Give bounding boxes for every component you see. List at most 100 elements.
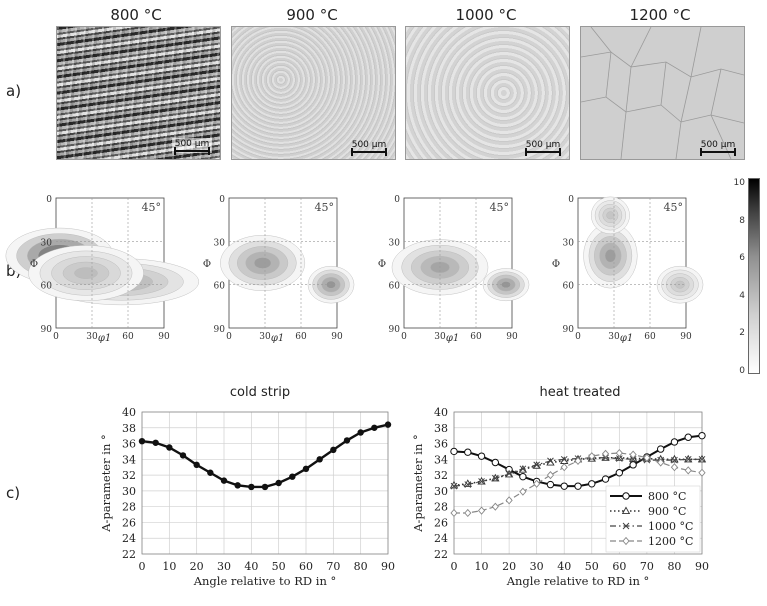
series-3-point: [657, 458, 665, 467]
temp-label-800: 800 °C: [110, 6, 162, 24]
series-0-point: [275, 479, 282, 487]
odf-x-tick: 90: [331, 332, 343, 342]
y-tick-label: 26: [122, 516, 136, 529]
x-tick-label: 50: [272, 560, 286, 573]
odf-x-tick: 0: [401, 332, 407, 342]
series-0-point: [546, 480, 555, 489]
odf-y-label: Φ: [203, 259, 211, 270]
legend-marker: [622, 492, 630, 500]
series-3-point: [588, 452, 596, 461]
y-tick-label: 40: [122, 406, 136, 419]
temp-label-1000: 1000 °C: [455, 6, 517, 24]
series-3-point: [477, 506, 486, 515]
series-0-point: [330, 446, 337, 454]
series-3-point: [533, 479, 541, 488]
odf-panel-1: 45° 0 0 30 30 60 60 90 90 Φφ1: [5, 195, 200, 344]
series-3-point: [464, 508, 472, 518]
odf-y-tick: 30: [563, 238, 575, 248]
series-0-point: [138, 437, 146, 445]
micrograph-900: 500 µm: [231, 26, 396, 160]
series-3-point: [670, 463, 679, 472]
odf-y-tick: 0: [46, 195, 52, 205]
series-2-point: [533, 461, 541, 469]
odf-y-tick: 90: [389, 325, 401, 335]
x-tick-label: 60: [299, 560, 313, 573]
odf-y-label: Φ: [30, 259, 38, 270]
series-0-point: [560, 482, 568, 490]
y-axis-label: A-parameter in °: [411, 434, 425, 533]
series-0-point: [450, 447, 458, 456]
series-0-point: [289, 473, 296, 480]
a-parameter-charts: 22 24 26 28 30 32 34 36 38 40 0 10 20 30 40 50 60 70 80 90 A…: [99, 406, 709, 588]
series-2-point: [464, 481, 472, 488]
series-2-point: [547, 457, 554, 465]
series-0-point: [193, 461, 200, 469]
scale-bar-1000: 500 µm: [525, 140, 561, 156]
odf-x-label: φ1: [98, 333, 111, 344]
x-tick-label: 40: [244, 560, 258, 573]
series-3-point: [560, 463, 568, 472]
odf-x-tick: 60: [644, 332, 656, 342]
odf-x-tick: 0: [53, 332, 59, 342]
series-1-point: [449, 480, 459, 489]
odf-contour-0-1: [604, 249, 616, 263]
odf-contour-2-1: [74, 267, 98, 279]
x-axis-label: Angle relative to RD in °: [506, 574, 650, 588]
odf-x-label: φ1: [446, 333, 459, 344]
colorbar-tick: 4: [739, 290, 745, 301]
series-2-point: [671, 456, 678, 464]
series-0-point: [615, 469, 624, 477]
legend-marker: [622, 536, 630, 546]
odf-y-tick: 0: [394, 195, 400, 205]
y-tick-label: 36: [122, 438, 136, 451]
series-3-point: [450, 508, 458, 518]
series-2-point: [450, 482, 458, 490]
y-tick-label: 40: [434, 406, 448, 419]
series-0-point: [152, 439, 159, 446]
y-tick-label: 36: [434, 438, 448, 451]
series-2-point: [698, 455, 706, 463]
y-tick-label: 34: [434, 453, 448, 466]
odf-y-tick: 90: [563, 325, 575, 335]
odf-y-tick: 0: [219, 195, 225, 205]
odf-x-tick: 30: [434, 332, 446, 342]
grain-boundaries: [581, 27, 744, 159]
series-0-point: [656, 445, 665, 453]
plot-frame: [141, 411, 389, 555]
series-0-point: [166, 444, 173, 451]
y-tick-label: 22: [122, 548, 136, 561]
odf-contour-0-1: [253, 257, 272, 269]
odf-x-tick: 60: [470, 332, 482, 342]
micrograph-800: 500 µm: [56, 26, 221, 160]
series-0-point: [234, 482, 241, 489]
odf-y-label: Φ: [378, 259, 386, 270]
odf-x-tick: 90: [680, 332, 692, 342]
odf-contour-1-1: [606, 211, 615, 220]
x-tick-label: 20: [502, 560, 516, 573]
y-axis-label: A-parameter in °: [99, 434, 113, 533]
series-0-point: [477, 452, 486, 460]
odf-x-tick: 0: [575, 332, 581, 342]
colorbar-tick: 2: [739, 328, 745, 339]
scale-bar-1200: 500 µm: [700, 140, 736, 156]
y-tick-label: 24: [122, 532, 136, 545]
series-1-point: [560, 456, 569, 464]
legend-marker: [621, 506, 631, 515]
y-tick-label: 30: [434, 485, 448, 498]
odf-section-label: 45°: [315, 201, 335, 214]
series-0-point: [302, 465, 310, 472]
x-tick-label: 30: [217, 560, 231, 573]
series-0-point: [464, 448, 472, 456]
x-tick-label: 80: [667, 560, 681, 573]
y-tick-label: 28: [122, 501, 136, 514]
row-label-c: c): [6, 484, 21, 502]
odf-contours: [5, 227, 200, 306]
odf-y-tick: 30: [41, 238, 53, 248]
x-tick-label: 20: [190, 560, 204, 573]
row-label-a: a): [6, 82, 22, 100]
odf-x-tick: 30: [259, 332, 271, 342]
odf-section-label: 45°: [142, 201, 162, 214]
series-0-point: [371, 424, 378, 431]
series-0-point: [316, 456, 323, 463]
series-3-point: [615, 448, 623, 458]
